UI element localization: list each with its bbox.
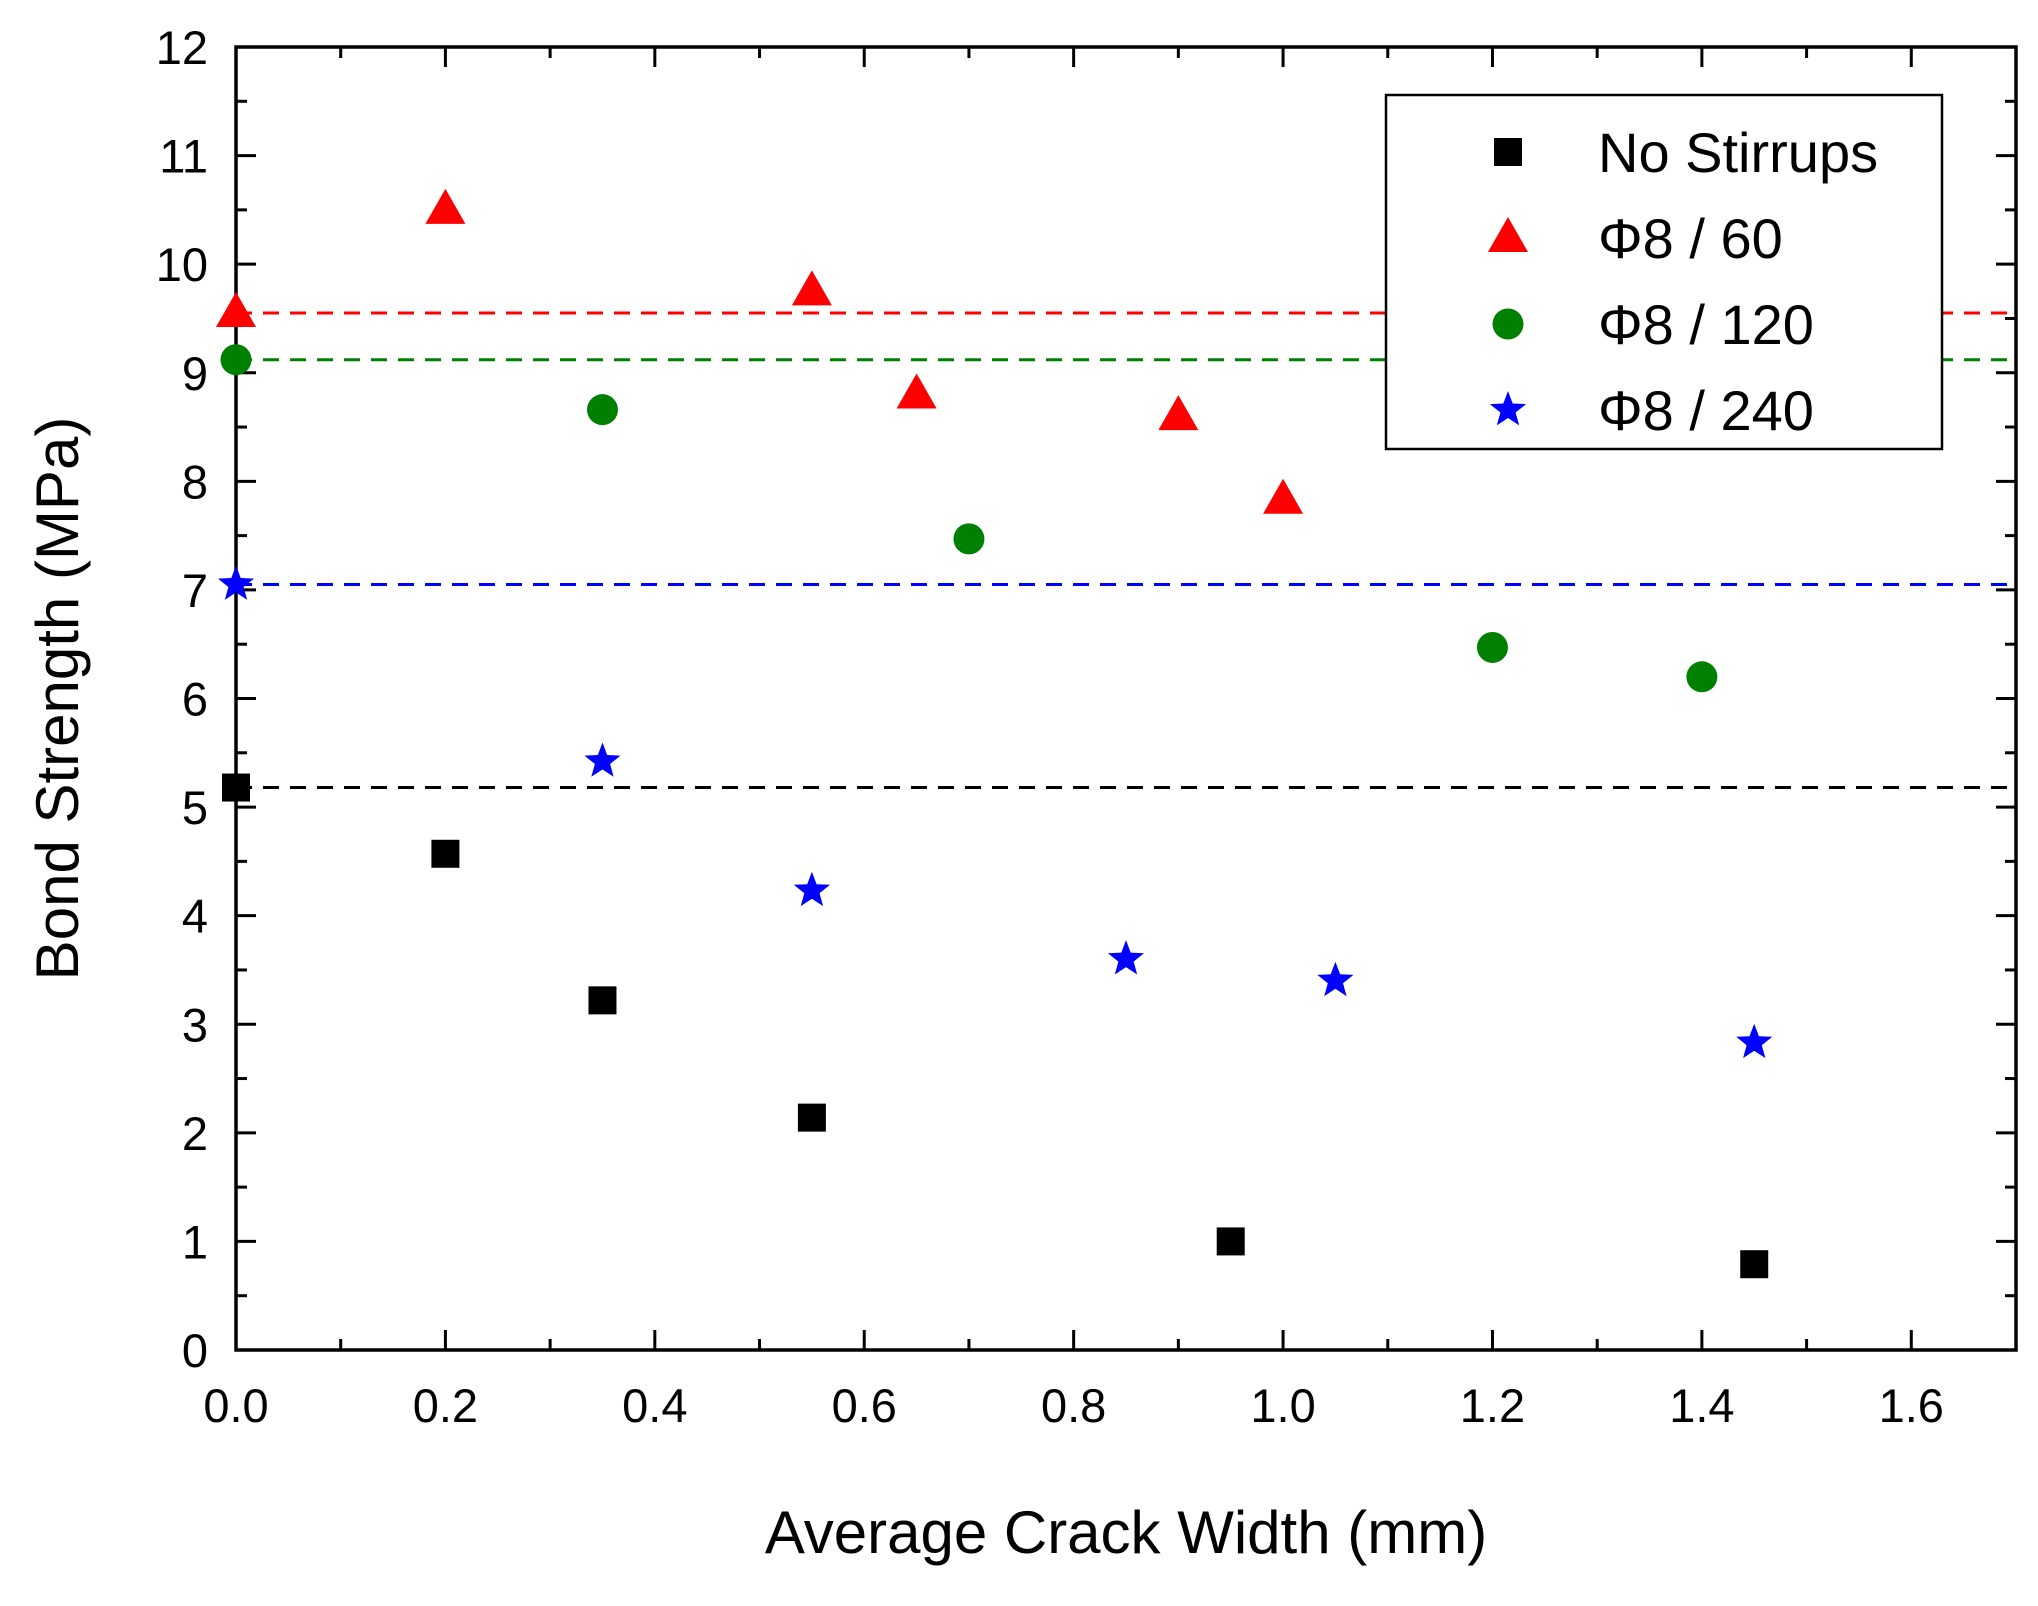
data-point-0-0 bbox=[222, 773, 250, 802]
data-point-0-3 bbox=[797, 1103, 826, 1132]
y-tick-label: 0 bbox=[182, 1324, 208, 1377]
x-tick-label: 0.2 bbox=[413, 1379, 478, 1432]
y-tick-label: 9 bbox=[182, 347, 208, 400]
y-tick-label: 5 bbox=[182, 781, 208, 834]
y-tick-label: 8 bbox=[182, 455, 208, 508]
data-point-3-4 bbox=[1317, 961, 1354, 997]
data-point-1-2 bbox=[791, 270, 832, 306]
x-tick-label: 0.0 bbox=[203, 1379, 268, 1432]
data-point-2-1 bbox=[586, 394, 618, 426]
data-point-0-5 bbox=[1740, 1250, 1769, 1279]
legend-label-3: Φ8 / 240 bbox=[1598, 379, 1814, 442]
data-point-1-3 bbox=[896, 373, 937, 409]
x-tick-label: 1.6 bbox=[1879, 1379, 1944, 1432]
data-point-0-2 bbox=[588, 986, 617, 1015]
x-tick-label: 1.0 bbox=[1250, 1379, 1315, 1432]
axes: 0.0 0.2 0.4 0.6 0.8 1.0 1.2 1.4 1.60123456789101… bbox=[156, 21, 2018, 1432]
y-tick-label: 4 bbox=[182, 890, 208, 943]
legend-box bbox=[1384, 93, 1944, 451]
legend: No Stirrups Φ8 / 60 Φ8 / 120 Φ8 / 240 bbox=[1384, 93, 1944, 451]
data-point-3-0 bbox=[217, 565, 255, 600]
data-point-3-2 bbox=[793, 871, 830, 907]
x-tick-label: 0.6 bbox=[832, 1379, 897, 1432]
y-tick-label: 12 bbox=[156, 21, 208, 74]
data-point-2-4 bbox=[1686, 661, 1718, 693]
data-point-3-1 bbox=[584, 742, 621, 777]
data-point-2-0 bbox=[220, 344, 252, 376]
y-tick-label: 2 bbox=[182, 1107, 208, 1160]
data-point-2-2 bbox=[953, 523, 985, 555]
legend-marker-3 bbox=[1489, 391, 1527, 426]
data-points bbox=[216, 188, 1773, 1279]
data-point-1-1 bbox=[425, 188, 466, 224]
x-tick-label: 0.4 bbox=[622, 1379, 687, 1432]
data-point-2-3 bbox=[1476, 631, 1508, 663]
data-point-3-5 bbox=[1736, 1023, 1773, 1059]
y-tick-label: 3 bbox=[182, 998, 208, 1051]
x-axis-title: Average Crack Width (mm) bbox=[765, 1499, 1487, 1566]
legend-label-2: Φ8 / 120 bbox=[1598, 293, 1814, 356]
legend-marker-1 bbox=[1488, 217, 1528, 252]
x-tick-label: 1.2 bbox=[1460, 1379, 1525, 1432]
data-point-0-4 bbox=[1216, 1227, 1245, 1256]
y-tick-label: 7 bbox=[182, 564, 208, 617]
legend-marker-2 bbox=[1492, 308, 1524, 340]
data-point-3-3 bbox=[1107, 940, 1145, 975]
y-tick-label: 6 bbox=[182, 673, 208, 726]
y-tick-label: 10 bbox=[156, 238, 208, 291]
legend-label-0: No Stirrups bbox=[1598, 121, 1878, 184]
legend-marker-0 bbox=[1494, 138, 1522, 166]
data-point-1-4 bbox=[1158, 395, 1199, 431]
legend-label-1: Φ8 / 60 bbox=[1598, 207, 1783, 270]
x-tick-label: 1.4 bbox=[1669, 1379, 1734, 1432]
x-tick-label: 0.8 bbox=[1041, 1379, 1106, 1432]
y-axis-title: Bond Strength (MPa) bbox=[24, 417, 91, 981]
data-point-1-0 bbox=[216, 292, 256, 328]
data-point-0-1 bbox=[431, 839, 460, 868]
y-tick-label: 1 bbox=[182, 1215, 208, 1268]
y-tick-label: 11 bbox=[159, 130, 208, 183]
data-point-1-5 bbox=[1263, 478, 1304, 514]
